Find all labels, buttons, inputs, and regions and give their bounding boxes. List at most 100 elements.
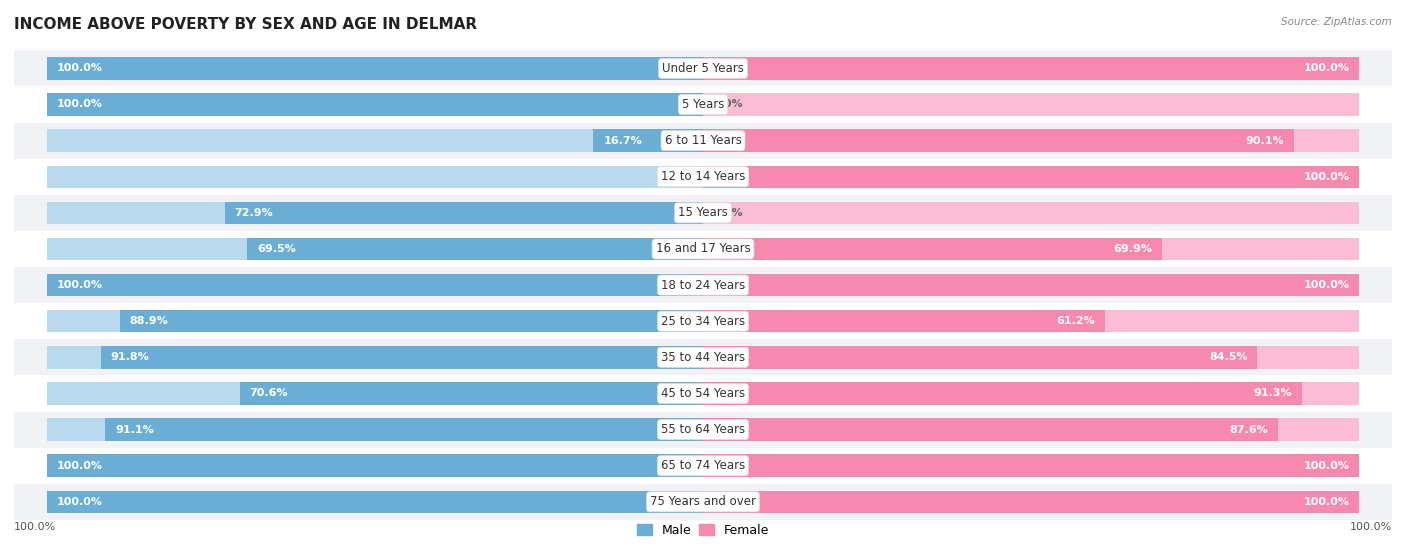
Bar <box>703 454 1360 477</box>
Bar <box>14 339 1392 376</box>
Bar <box>46 418 703 440</box>
Bar <box>46 130 703 152</box>
Bar <box>703 57 1360 79</box>
Text: 100.0%: 100.0% <box>56 63 103 73</box>
Text: 70.6%: 70.6% <box>250 389 288 399</box>
Text: 25 to 34 Years: 25 to 34 Years <box>661 315 745 328</box>
Bar <box>14 159 1392 195</box>
Bar <box>703 454 1360 477</box>
Text: 18 to 24 Years: 18 to 24 Years <box>661 278 745 292</box>
Bar <box>703 418 1278 440</box>
Text: 100.0%: 100.0% <box>56 100 103 110</box>
Text: 45 to 54 Years: 45 to 54 Years <box>661 387 745 400</box>
Text: 88.9%: 88.9% <box>129 316 169 326</box>
Bar <box>703 491 1360 513</box>
Bar <box>105 418 703 440</box>
Text: 100.0%: 100.0% <box>1303 497 1350 507</box>
Bar <box>14 195 1392 231</box>
Text: 100.0%: 100.0% <box>56 280 103 290</box>
Text: 75 Years and over: 75 Years and over <box>650 495 756 508</box>
Bar <box>703 165 1360 188</box>
Bar <box>46 491 703 513</box>
Text: Under 5 Years: Under 5 Years <box>662 62 744 75</box>
Text: 72.9%: 72.9% <box>235 208 273 218</box>
Text: 0.0%: 0.0% <box>713 208 744 218</box>
Bar <box>593 130 703 152</box>
Text: 69.5%: 69.5% <box>257 244 295 254</box>
Text: 100.0%: 100.0% <box>56 461 103 471</box>
Bar <box>703 346 1257 368</box>
Bar <box>703 274 1360 296</box>
Bar <box>46 93 703 116</box>
Text: 100.0%: 100.0% <box>56 497 103 507</box>
Text: 87.6%: 87.6% <box>1229 425 1268 434</box>
Bar <box>703 346 1360 368</box>
Bar <box>225 202 703 224</box>
Text: 55 to 64 Years: 55 to 64 Years <box>661 423 745 436</box>
Bar <box>703 382 1360 405</box>
Bar <box>14 411 1392 448</box>
Bar <box>46 454 703 477</box>
Bar <box>46 274 703 296</box>
Bar <box>14 303 1392 339</box>
Bar <box>14 484 1392 520</box>
Text: 12 to 14 Years: 12 to 14 Years <box>661 170 745 183</box>
Bar <box>703 238 1161 260</box>
Text: 61.2%: 61.2% <box>1056 316 1095 326</box>
Bar <box>703 57 1360 79</box>
Text: 15 Years: 15 Years <box>678 206 728 219</box>
Text: 100.0%: 100.0% <box>1303 172 1350 182</box>
Text: 90.1%: 90.1% <box>1246 136 1284 145</box>
Text: 100.0%: 100.0% <box>1350 522 1392 532</box>
Bar <box>46 346 703 368</box>
Text: 0.0%: 0.0% <box>713 100 744 110</box>
Bar <box>703 130 1294 152</box>
Text: 5 Years: 5 Years <box>682 98 724 111</box>
Bar <box>703 491 1360 513</box>
Bar <box>14 122 1392 159</box>
Bar <box>703 382 1302 405</box>
Bar <box>101 346 703 368</box>
Text: 16 and 17 Years: 16 and 17 Years <box>655 243 751 255</box>
Bar <box>46 274 703 296</box>
Bar <box>46 57 703 79</box>
Text: 0.0%: 0.0% <box>662 172 693 182</box>
Bar <box>14 448 1392 484</box>
Bar <box>46 57 703 79</box>
Bar <box>703 310 1360 333</box>
Text: 91.1%: 91.1% <box>115 425 153 434</box>
Bar <box>703 274 1360 296</box>
Bar <box>703 238 1360 260</box>
Text: 69.9%: 69.9% <box>1112 244 1152 254</box>
Bar <box>120 310 703 333</box>
Bar <box>46 165 703 188</box>
Legend: Male, Female: Male, Female <box>631 519 775 542</box>
Text: 100.0%: 100.0% <box>1303 280 1350 290</box>
Bar <box>46 491 703 513</box>
Text: 35 to 44 Years: 35 to 44 Years <box>661 351 745 364</box>
Text: 65 to 74 Years: 65 to 74 Years <box>661 459 745 472</box>
Text: Source: ZipAtlas.com: Source: ZipAtlas.com <box>1281 17 1392 27</box>
Text: 16.7%: 16.7% <box>603 136 643 145</box>
Bar <box>46 310 703 333</box>
Bar <box>14 376 1392 411</box>
Text: 100.0%: 100.0% <box>1303 461 1350 471</box>
Text: 91.3%: 91.3% <box>1254 389 1292 399</box>
Bar <box>703 418 1360 440</box>
Bar <box>703 130 1360 152</box>
Bar <box>14 50 1392 87</box>
Bar <box>703 165 1360 188</box>
Text: 100.0%: 100.0% <box>14 522 56 532</box>
Bar <box>46 93 703 116</box>
Text: 91.8%: 91.8% <box>111 352 149 362</box>
Bar <box>240 382 703 405</box>
Bar <box>703 93 1360 116</box>
Text: 6 to 11 Years: 6 to 11 Years <box>665 134 741 147</box>
Bar <box>703 310 1105 333</box>
Bar <box>46 202 703 224</box>
Bar <box>14 231 1392 267</box>
Text: INCOME ABOVE POVERTY BY SEX AND AGE IN DELMAR: INCOME ABOVE POVERTY BY SEX AND AGE IN D… <box>14 17 477 32</box>
Bar <box>46 382 703 405</box>
Bar <box>14 267 1392 303</box>
Text: 100.0%: 100.0% <box>1303 63 1350 73</box>
